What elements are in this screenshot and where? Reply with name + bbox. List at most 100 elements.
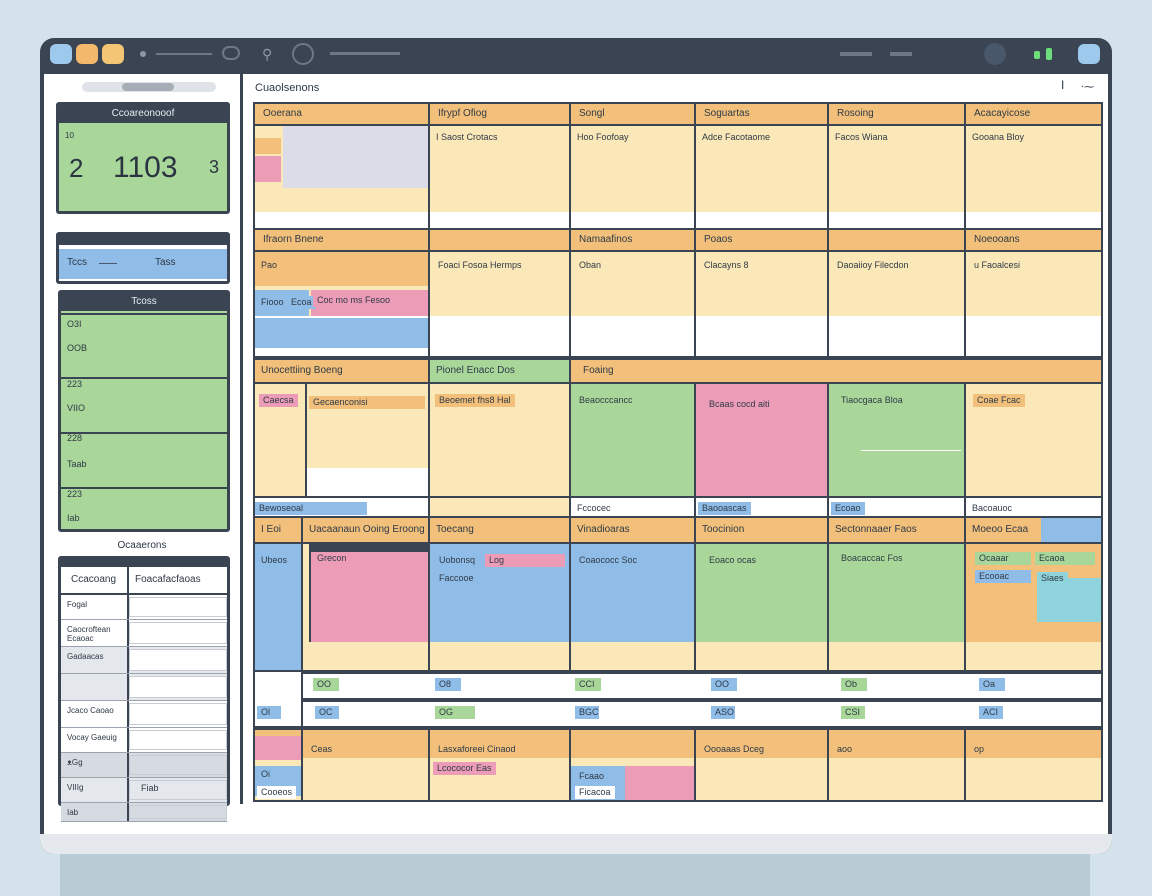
event-tag[interactable]: Bacoauoc: [968, 502, 1017, 515]
list-group[interactable]: [61, 487, 227, 529]
row-cell-top[interactable]: [303, 730, 428, 758]
event-block[interactable]: [1041, 518, 1101, 542]
row-cell-top[interactable]: [696, 730, 827, 758]
day-cell-footer[interactable]: [966, 316, 1101, 356]
filter-bar[interactable]: Tccs Tass: [59, 249, 227, 279]
day-cell[interactable]: [307, 468, 428, 496]
event-block[interactable]: [255, 138, 281, 154]
table-row[interactable]: Caocroftean Ecaoac: [61, 620, 227, 647]
column-header[interactable]: [430, 104, 569, 124]
search-circle-icon[interactable]: [292, 43, 314, 65]
table-row[interactable]: ᴥGg: [61, 753, 227, 778]
column-header[interactable]: [430, 360, 569, 382]
table-input-cell[interactable]: [129, 676, 227, 698]
strip-cell[interactable]: [255, 672, 301, 700]
day-cell-footer[interactable]: [829, 212, 964, 228]
table-row[interactable]: Iab: [61, 803, 227, 822]
row-cell[interactable]: [696, 758, 827, 800]
column-header[interactable]: [255, 104, 428, 124]
day-cell-lower[interactable]: [571, 286, 694, 316]
day-cell[interactable]: [966, 126, 1101, 188]
column-header[interactable]: [430, 518, 569, 542]
event-tag[interactable]: BGC: [575, 706, 599, 719]
table-input-cell[interactable]: [129, 703, 227, 725]
table-row[interactable]: Gadaacas: [61, 647, 227, 674]
column-header[interactable]: [966, 104, 1101, 124]
event-tag[interactable]: Grecon: [313, 552, 351, 565]
event-tag[interactable]: Log: [485, 554, 565, 567]
event-tag[interactable]: Ecoao: [831, 502, 865, 515]
event-tag[interactable]: Oi: [257, 768, 274, 781]
column-header[interactable]: [303, 518, 428, 542]
event-tag[interactable]: Ecoa: [287, 296, 316, 309]
event-tag[interactable]: Coc mo ms Fesoo: [313, 294, 395, 307]
column-header[interactable]: [571, 518, 694, 542]
event-tag[interactable]: CCI: [575, 678, 601, 691]
day-cell-lower[interactable]: [696, 642, 827, 670]
event-tag[interactable]: Coaococc Soc: [575, 554, 653, 567]
day-cell-footer[interactable]: [430, 212, 569, 228]
event-tag[interactable]: Fiooo: [257, 296, 288, 309]
cloud-icon[interactable]: [222, 46, 240, 60]
event-tag[interactable]: Gecaenconisi: [309, 396, 425, 409]
address-bar[interactable]: [330, 52, 400, 55]
day-cell-footer[interactable]: [696, 212, 827, 228]
event-tag[interactable]: Coae Fcac: [973, 394, 1025, 407]
day-cell[interactable]: [829, 126, 964, 188]
row-cell-top[interactable]: [571, 730, 694, 758]
minimize-control-icon[interactable]: [76, 44, 98, 64]
day-cell[interactable]: [829, 252, 964, 286]
day-cell-lower[interactable]: [829, 642, 964, 670]
day-cell[interactable]: [430, 252, 569, 286]
column-header[interactable]: [571, 230, 694, 250]
column-header[interactable]: [966, 230, 1101, 250]
day-cell-lower[interactable]: [571, 188, 694, 212]
day-cell-footer[interactable]: [571, 212, 694, 228]
event-tag[interactable]: Fcaao: [575, 770, 609, 783]
event-block[interactable]: [255, 318, 428, 348]
event-tag[interactable]: ACI: [979, 706, 1003, 719]
event-tag[interactable]: Ubeos: [257, 554, 292, 567]
event-tag[interactable]: Ecooac: [975, 570, 1031, 583]
column-header[interactable]: [571, 360, 1101, 382]
day-cell-lower[interactable]: [966, 286, 1101, 316]
list-item[interactable]: 223: [67, 489, 83, 499]
event-tag[interactable]: Siaes: [1037, 572, 1068, 585]
event-tag[interactable]: Bcaas cocd aiti: [705, 398, 774, 411]
event-tag[interactable]: Ocaaar: [975, 552, 1031, 565]
day-cell[interactable]: [966, 252, 1101, 286]
event-tag[interactable]: Lcococor Eas: [433, 762, 496, 775]
close-control-icon[interactable]: [50, 44, 72, 64]
day-cell-lower[interactable]: [430, 188, 569, 212]
day-cell-lower[interactable]: [430, 286, 569, 316]
event-tag[interactable]: Beaocccancc: [575, 394, 637, 407]
event-tag[interactable]: OO: [711, 678, 737, 691]
column-header[interactable]: [255, 230, 428, 250]
day-cell-lower[interactable]: [829, 286, 964, 316]
day-cell-lower[interactable]: [966, 642, 1101, 670]
event-tag[interactable]: O8: [435, 678, 461, 691]
event-tag[interactable]: OC: [315, 706, 339, 719]
table-input-cell[interactable]: [129, 780, 227, 800]
event-tag[interactable]: Ol: [257, 706, 281, 719]
day-cell[interactable]: [571, 252, 694, 286]
list-group[interactable]: [61, 432, 227, 487]
table-input-cell[interactable]: [129, 597, 227, 617]
event-tag[interactable]: Baooascas: [698, 502, 751, 515]
column-header[interactable]: [696, 230, 827, 250]
event-tag[interactable]: Bewoseoal: [255, 502, 367, 515]
event-block[interactable]: [1037, 578, 1101, 622]
day-cell[interactable]: [696, 252, 827, 286]
event-tag[interactable]: Ficacoa: [575, 786, 615, 799]
expand-control-icon[interactable]: [1078, 44, 1100, 64]
account-icon[interactable]: [984, 43, 1006, 65]
day-cell[interactable]: [255, 252, 428, 286]
day-cell-lower[interactable]: [696, 188, 827, 212]
day-cell-lower[interactable]: [430, 642, 569, 670]
list-item[interactable]: O3I: [67, 319, 82, 329]
day-cell-lower[interactable]: [696, 286, 827, 316]
menu-icon[interactable]: ‧⁓: [1081, 82, 1095, 93]
event-tag[interactable]: ASO: [711, 706, 735, 719]
day-cell-lower[interactable]: [255, 188, 428, 212]
row-cell-top[interactable]: [430, 730, 569, 758]
